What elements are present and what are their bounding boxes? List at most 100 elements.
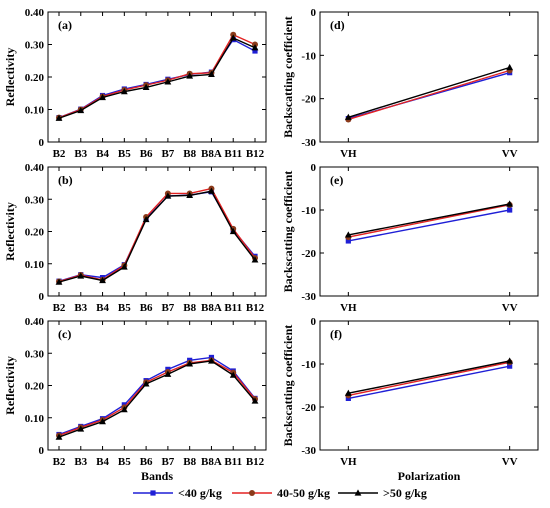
series-line	[58, 360, 256, 438]
series-line	[348, 203, 510, 236]
y-tick-label: -30	[301, 445, 316, 457]
x-tick-label: B12	[246, 302, 265, 314]
x-tick-label: B12	[246, 148, 265, 160]
series-3	[55, 187, 259, 285]
data-point	[229, 34, 237, 41]
data-point	[120, 88, 128, 95]
x-tick-label: VH	[340, 302, 357, 314]
chart-panel-3: 0 0.10 0.20 0.30 0.40 B2 B3 B4 B5 B6 B7 B8 B8A B11 B12…	[3, 162, 267, 314]
legend-marker	[249, 490, 255, 496]
series-2	[56, 357, 258, 439]
x-tick-label: B4	[96, 456, 109, 468]
chart-panel-6: -30 -20 -10 0 VH VV Backscatting coefficient Po…	[281, 316, 539, 483]
y-tick-label: 0	[311, 7, 317, 19]
x-tick-label: B5	[118, 148, 131, 160]
x-tick-label: B3	[74, 148, 87, 160]
data-point	[142, 380, 150, 387]
y-tick-label: -20	[301, 94, 316, 106]
x-tick-label: B8A	[201, 456, 222, 468]
y-tick-label: -20	[301, 248, 316, 260]
series-line	[348, 361, 510, 397]
y-axis-label: Backscatting coefficient	[281, 325, 295, 447]
x-tick-label: B2	[53, 302, 66, 314]
data-point	[164, 370, 172, 377]
data-point	[345, 238, 351, 244]
data-point	[229, 371, 237, 378]
data-point	[77, 272, 85, 279]
y-axis-label: Backscatting coefficient	[281, 171, 295, 293]
series-3	[55, 357, 259, 440]
legend-marker	[354, 489, 362, 496]
y-tick-label: 0	[311, 162, 317, 174]
y-tick-label: 0	[39, 137, 45, 149]
series-1	[56, 189, 258, 284]
x-tick-label: B8A	[201, 302, 222, 314]
y-tick-label: 0.10	[25, 259, 45, 271]
data-point	[506, 200, 514, 207]
x-tick-label: B11	[224, 148, 242, 160]
x-tick-label: B3	[74, 302, 87, 314]
y-tick-label: -30	[301, 137, 316, 149]
series-line	[348, 204, 510, 238]
y-axis-label: Reflectivity	[3, 48, 17, 107]
data-point	[164, 192, 172, 199]
series-3	[344, 63, 514, 120]
data-point	[55, 433, 63, 440]
y-tick-label: 0.30	[25, 194, 45, 206]
data-point	[99, 276, 106, 284]
data-point	[142, 83, 150, 90]
y-tick-label: -20	[301, 402, 316, 414]
x-tick-label: VV	[502, 456, 518, 468]
series-line	[348, 365, 510, 400]
y-tick-label: -10	[301, 50, 316, 62]
legend: <40 g/kg 40-50 g/kg >50 g/kg	[133, 486, 427, 500]
x-tick-label: B8	[183, 302, 196, 314]
panel-label: (d)	[330, 18, 345, 32]
data-point	[345, 395, 351, 401]
panel-label: (b)	[58, 173, 73, 187]
x-tick-label: B8A	[201, 148, 222, 160]
data-point	[208, 187, 215, 194]
x-tick-label: VH	[340, 148, 357, 160]
series-line	[58, 37, 256, 119]
data-point	[120, 406, 128, 413]
panel-label: (c)	[58, 327, 71, 341]
x-tick-label: B11	[224, 302, 242, 314]
legend-marker	[150, 490, 156, 496]
x-tick-label: B8	[183, 148, 196, 160]
x-axis-label: Polarization	[398, 469, 461, 483]
series-line	[58, 33, 256, 119]
x-axis-label: Bands	[141, 469, 173, 483]
y-tick-label: -30	[301, 291, 316, 303]
y-tick-label: 0.20	[25, 381, 45, 393]
x-tick-label: B7	[161, 302, 174, 314]
series-line	[58, 190, 256, 283]
data-point	[344, 231, 352, 238]
legend-item-1: <40 g/kg	[133, 486, 222, 500]
legend-label: >50 g/kg	[383, 486, 427, 500]
data-point	[55, 278, 63, 285]
legend-label: <40 g/kg	[178, 486, 222, 500]
legend-item-2: 40-50 g/kg	[232, 486, 330, 500]
legend-item-3: >50 g/kg	[338, 486, 427, 500]
panel-label: (a)	[58, 18, 72, 32]
data-point	[229, 227, 237, 235]
y-tick-label: 0	[39, 445, 45, 457]
y-axis-label: Backscatting coefficient	[281, 16, 295, 138]
series-3	[344, 357, 514, 396]
data-point	[99, 418, 106, 425]
data-point	[186, 72, 194, 79]
series-3	[344, 200, 514, 238]
x-tick-label: B5	[118, 302, 131, 314]
data-point	[506, 357, 514, 364]
series-2	[56, 185, 258, 285]
legend-label: 40-50 g/kg	[277, 486, 330, 500]
series-1	[345, 363, 513, 401]
chart-panel-4: -30 -20 -10 0 VH VV Backscatting coefficient (e…	[281, 162, 539, 314]
x-tick-label: B2	[53, 456, 66, 468]
series-line	[58, 359, 256, 437]
data-point	[77, 425, 85, 432]
y-tick-label: -10	[301, 205, 316, 217]
